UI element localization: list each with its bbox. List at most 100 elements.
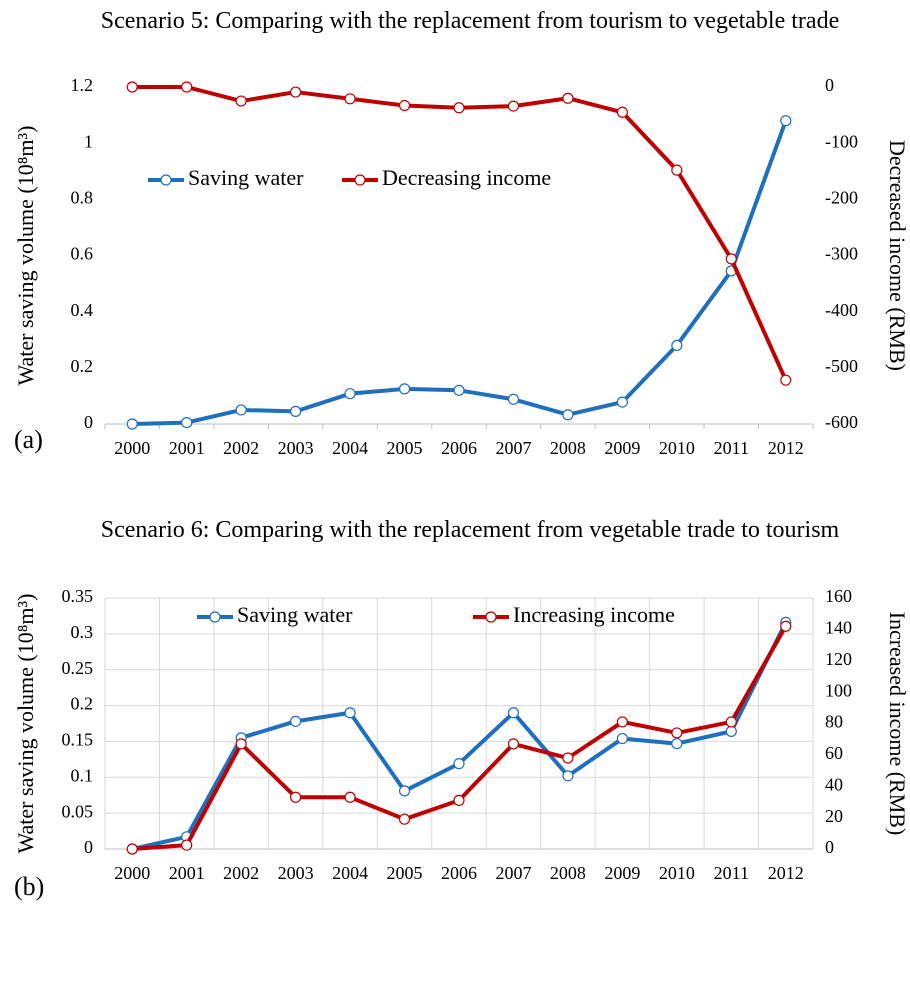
point [290,715,302,727]
y2-tick-label: -300 [825,244,858,264]
point [453,384,465,396]
point [507,738,520,750]
legend-label: Saving water [188,165,304,190]
point [398,99,411,112]
x-tick-label: 2012 [768,863,804,883]
legend-marker [485,611,497,623]
y-tick-label: 0.6 [71,244,94,264]
point [344,93,356,105]
x-tick-label: 2000 [114,863,150,883]
x-tick-label: 2010 [659,863,695,883]
y2-tick-label: 40 [825,774,843,794]
x-tick-label: 2010 [659,438,695,458]
y-tick-label: 1 [84,131,93,151]
point [616,732,628,745]
series-line [131,621,788,851]
point [671,164,683,176]
y-tick-label: 0.4 [71,300,94,320]
point [181,416,193,429]
point [562,770,574,782]
x-tick-label: 2001 [169,863,205,883]
point [616,106,628,118]
x-tick-label: 2005 [387,438,423,458]
point [235,738,247,750]
point [507,707,520,719]
y2-axis-title: Increased income (RMB) [885,612,910,836]
legend-label: Saving water [237,602,353,627]
series-line [132,85,788,382]
point [507,100,520,112]
x-tick-label: 2009 [604,438,640,458]
point [398,383,411,395]
legend-marker [354,174,366,186]
x-tick-label: 2011 [714,438,749,458]
point [725,716,737,728]
x-tick-label: 2004 [332,438,368,458]
x-tick-label: 2006 [441,438,477,458]
point [344,791,356,803]
point [725,725,737,737]
y-axis-title: Water saving volume (10⁸m³) [13,126,38,386]
y2-tick-label: -600 [825,412,858,432]
x-tick-label: 2007 [495,438,531,458]
point [290,405,302,417]
point [453,794,465,806]
point [181,839,193,851]
x-tick-label: 2002 [223,863,259,883]
y2-tick-label: 80 [825,712,843,732]
x-tick-label: 2001 [169,438,205,458]
legend-marker [160,174,172,186]
point [126,843,138,855]
legend-marker [209,611,221,623]
x-tick-label: 2008 [550,438,586,458]
point [235,95,247,107]
point [671,737,683,750]
y2-tick-label: -100 [825,131,858,151]
point [671,727,683,739]
y-tick-label: 0 [84,412,93,432]
x-tick-label: 2011 [714,863,749,883]
point [780,620,792,632]
y2-tick-label: -400 [825,300,858,320]
y-tick-label: 0 [84,837,93,857]
y-tick-label: 0.25 [62,658,94,678]
y-tick-label: 0.35 [62,586,94,606]
chart-title: Scenario 6: Comparing with the replaceme… [100,517,840,543]
y-tick-label: 0.2 [71,694,94,714]
chart-title: Scenario 5: Comparing with the replaceme… [100,8,840,34]
point [562,752,574,764]
y2-tick-label: 0 [825,837,834,857]
x-tick-label: 2006 [441,863,477,883]
y2-tick-label: 120 [825,649,852,669]
y2-tick-label: 100 [825,680,852,700]
point [780,374,792,386]
point [616,716,628,728]
series-line [132,625,788,851]
y2-tick-label: 20 [825,806,843,826]
y-tick-label: 1.2 [71,75,94,95]
legend-label: Decreasing income [382,165,551,190]
y-tick-label: 0.8 [71,187,94,207]
y2-tick-label: 0 [825,75,834,95]
x-tick-label: 2003 [278,863,314,883]
point [562,409,574,421]
x-tick-label: 2003 [278,438,314,458]
point [126,418,138,430]
point [398,813,411,825]
y-tick-label: 0.15 [62,730,94,750]
y2-tick-label: 160 [825,586,852,606]
y2-tick-label: 140 [825,618,852,638]
y-tick-label: 0.2 [71,356,94,376]
point [290,86,302,98]
point [671,339,683,351]
x-tick-label: 2008 [550,863,586,883]
x-tick-label: 2002 [223,438,259,458]
y-axis-title: Water saving volume (10⁸m³) [13,594,38,854]
point [453,758,465,770]
x-tick-label: 2005 [387,863,423,883]
x-tick-label: 2004 [332,863,368,883]
point [344,388,356,400]
point [507,393,520,405]
